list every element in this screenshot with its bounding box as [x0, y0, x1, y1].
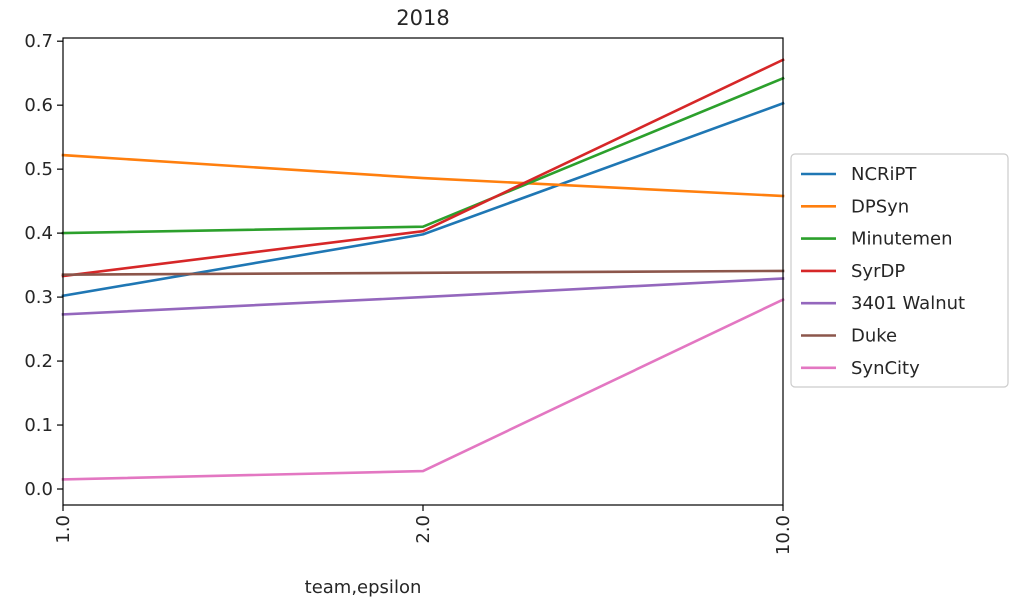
- y-tick-label: 0.0: [24, 479, 53, 500]
- legend-label-duke: Duke: [851, 326, 897, 347]
- legend-label-minutemen: Minutemen: [851, 229, 953, 250]
- series-line-duke: [61, 269, 785, 277]
- y-tick-label: 0.6: [24, 95, 53, 116]
- series-line-dpsyn: [61, 153, 785, 198]
- x-tick-label: 1.0: [53, 515, 74, 544]
- y-tick-label: 0.1: [24, 415, 53, 436]
- series-line-minutemen: [61, 76, 785, 235]
- series-line-syrdp: [61, 58, 785, 278]
- chart-title: 2018: [396, 6, 449, 30]
- legend-label-syrdp: SyrDP: [851, 261, 905, 282]
- y-tick-label: 0.2: [24, 351, 53, 372]
- series-line-syncity: [61, 297, 785, 481]
- legend-label-ncript: NCRiPT: [851, 164, 917, 185]
- x-tick-label: 2.0: [413, 515, 434, 544]
- series-line-3401-walnut: [61, 277, 785, 316]
- y-tick-label: 0.7: [24, 31, 53, 52]
- y-tick-label: 0.5: [24, 159, 53, 180]
- legend-box: [790, 153, 1009, 388]
- y-tick-label: 0.4: [24, 223, 53, 244]
- x-axis-label: team,epsilon: [305, 577, 422, 598]
- legend-label-dpsyn: DPSyn: [851, 196, 909, 217]
- series-line-ncript: [61, 101, 785, 298]
- legend-label-3401-walnut: 3401 Walnut: [851, 293, 965, 314]
- x-tick-label: 10.0: [773, 515, 794, 555]
- legend-label-syncity: SynCity: [851, 358, 920, 379]
- y-tick-label: 0.3: [24, 287, 53, 308]
